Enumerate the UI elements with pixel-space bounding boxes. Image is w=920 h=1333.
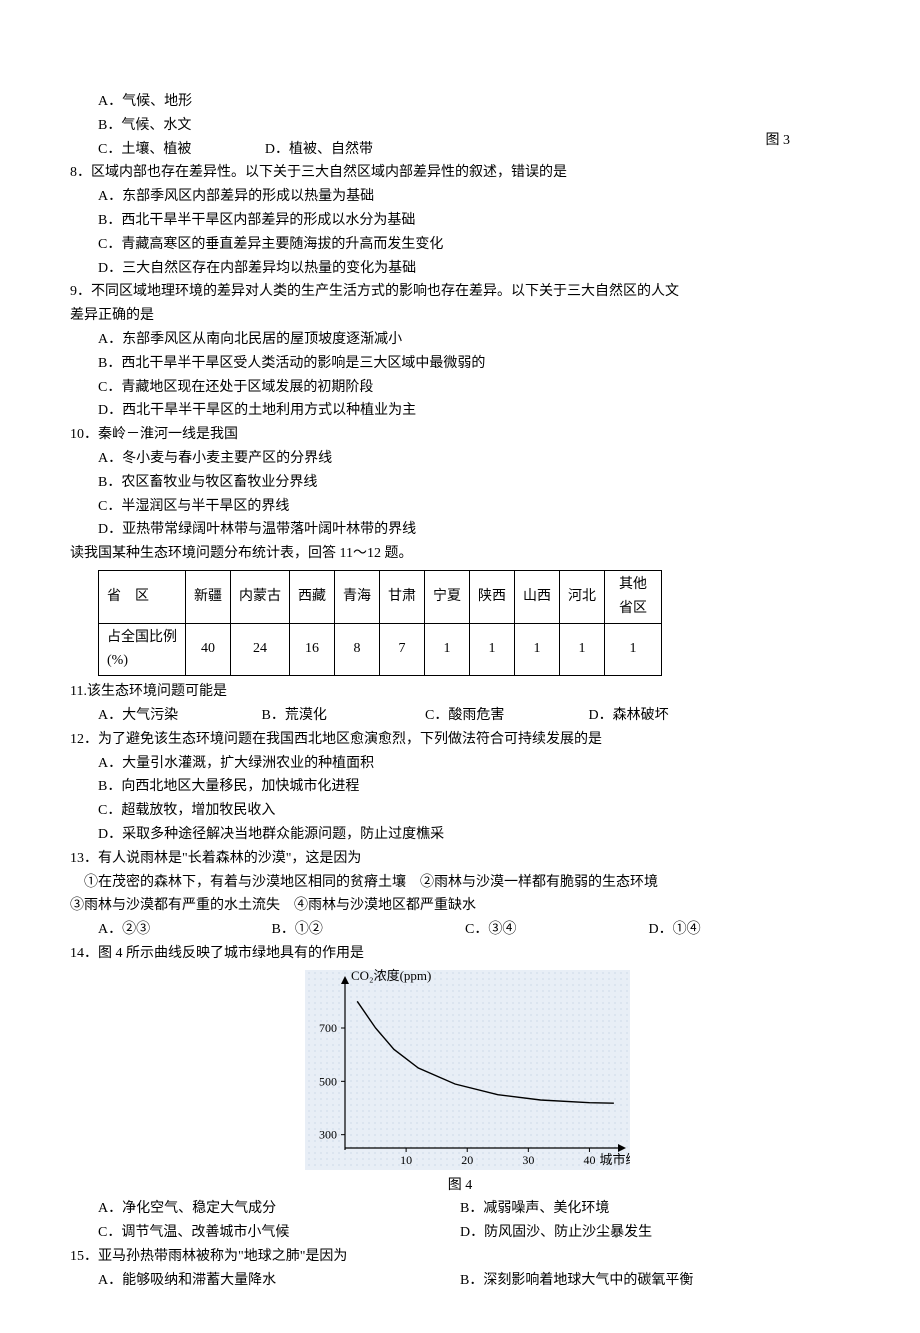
svg-text:10: 10 (400, 1153, 412, 1167)
th-province: 省 区 (99, 570, 186, 623)
q13-line1: ①在茂密的森林下，有着与沙漠地区相同的贫瘠土壤 ②雨林与沙漠一样都有脆弱的生态环… (70, 871, 850, 895)
q13-option-c: C．③④ (465, 918, 645, 942)
q11-stem: 11.该生态环境问题可能是 (70, 680, 850, 704)
q14-option-c: C．调节气温、改善城市小气候 (70, 1221, 460, 1245)
th-8: 山西 (515, 570, 560, 623)
q10-option-b: B．农区畜牧业与牧区畜牧业分界线 (70, 471, 850, 495)
q14-option-d: D．防风固沙、防止沙尘暴发生 (460, 1221, 850, 1245)
row-label: 占全国比例(%) (99, 623, 186, 676)
q9-option-c: C．青藏地区现在还处于区域发展的初期阶段 (70, 376, 850, 400)
q12-option-b: B．向西北地区大量移民，加快城市化进程 (70, 775, 850, 799)
q9-stem-1: 9．不同区域地理环境的差异对人类的生产生活方式的影响也存在差异。以下关于三大自然… (70, 280, 850, 304)
figure-4-chart: 300 500 700 10 20 30 40 CO₂浓度(ppm) 城市绿地覆盖率(%) (290, 966, 630, 1176)
q13-option-d: D．①④ (649, 918, 701, 942)
svg-text:300: 300 (319, 1127, 337, 1141)
q15-option-b: B．深刻影响着地球大气中的碳氧平衡 (460, 1269, 850, 1293)
q7-option-c: C．土壤、植被 (70, 138, 191, 162)
q15-option-a: A．能够吸纳和滞蓄大量降水 (70, 1269, 460, 1293)
svg-text:CO₂浓度(ppm): CO₂浓度(ppm) (351, 968, 431, 983)
q12-option-d: D．采取多种途径解决当地群众能源问题，防止过度樵采 (70, 823, 850, 847)
th-9: 河北 (560, 570, 605, 623)
th-2: 内蒙古 (231, 570, 290, 623)
q14-option-a: A．净化空气、稳定大气成分 (70, 1197, 460, 1221)
th-3: 西藏 (290, 570, 335, 623)
q11-option-c: C．酸雨危害 (425, 704, 585, 728)
q7-option-d: D．植被、自然带 (265, 138, 373, 162)
q14-stem: 14．图 4 所示曲线反映了城市绿地具有的作用是 (70, 942, 850, 966)
q11-option-d: D．森林破坏 (589, 704, 669, 728)
q9-option-d: D．西北干旱半干旱区的土地利用方式以种植业为主 (70, 399, 850, 423)
svg-text:城市绿地覆盖率(%): 城市绿地覆盖率(%) (599, 1152, 630, 1167)
th-6: 宁夏 (425, 570, 470, 623)
q10-stem: 10．秦岭－淮河一线是我国 (70, 423, 850, 447)
td-4: 8 (335, 623, 380, 676)
q14-option-b: B．减弱噪声、美化环境 (460, 1197, 850, 1221)
q7-option-b: B．气候、水文 (70, 114, 430, 138)
figure-4-caption: 图 4 (70, 1174, 850, 1198)
q11-options: A．大气污染 B．荒漠化 C．酸雨危害 D．森林破坏 (70, 704, 850, 728)
td-3: 16 (290, 623, 335, 676)
q8-stem: 8．区域内部也存在差异性。以下关于三大自然区域内部差异性的叙述，错误的是 (70, 161, 850, 185)
table-intro: 读我国某种生态环境问题分布统计表，回答 11～12 题。 (70, 542, 850, 566)
svg-text:40: 40 (583, 1153, 595, 1167)
td-9: 1 (560, 623, 605, 676)
th-4: 青海 (335, 570, 380, 623)
q13-stem: 13．有人说雨林是"长着森林的沙漠"，这是因为 (70, 847, 850, 871)
figure-3-label: 图 3 (766, 133, 791, 148)
q10-option-a: A．冬小麦与春小麦主要产区的分界线 (70, 447, 850, 471)
q11-option-b: B．荒漠化 (262, 704, 422, 728)
q9-option-b: B．西北干旱半干旱区受人类活动的影响是三大区域中最微弱的 (70, 352, 850, 376)
q9-stem-2: 差异正确的是 (70, 304, 850, 328)
td-7: 1 (470, 623, 515, 676)
q8-option-b: B．西北干旱半干旱区内部差异的形成以水分为基础 (70, 209, 850, 233)
td-8: 1 (515, 623, 560, 676)
svg-text:20: 20 (461, 1153, 473, 1167)
th-10: 其他省区 (605, 570, 662, 623)
q13-line2: ③雨林与沙漠都有严重的水土流失 ④雨林与沙漠地区都严重缺水 (70, 894, 850, 918)
td-2: 24 (231, 623, 290, 676)
svg-text:700: 700 (319, 1021, 337, 1035)
q13-option-b: B．①② (272, 918, 462, 942)
table-header-row: 省 区 新疆 内蒙古 西藏 青海 甘肃 宁夏 陕西 山西 河北 其他省区 (99, 570, 662, 623)
th-5: 甘肃 (380, 570, 425, 623)
q12-option-a: A．大量引水灌溉，扩大绿洲农业的种植面积 (70, 752, 850, 776)
q15-stem: 15．亚马孙热带雨林被称为"地球之肺"是因为 (70, 1245, 850, 1269)
td-10: 1 (605, 623, 662, 676)
q11-option-a: A．大气污染 (98, 704, 258, 728)
td-6: 1 (425, 623, 470, 676)
q7-option-a: A．气候、地形 (70, 90, 430, 114)
q12-stem: 12．为了避免该生态环境问题在我国西北地区愈演愈烈，下列做法符合可持续发展的是 (70, 728, 850, 752)
q12-option-c: C．超载放牧，增加牧民收入 (70, 799, 850, 823)
q13-option-a: A．②③ (98, 918, 268, 942)
q8-option-c: C．青藏高寒区的垂直差异主要随海拔的升高而发生变化 (70, 233, 850, 257)
eco-table: 省 区 新疆 内蒙古 西藏 青海 甘肃 宁夏 陕西 山西 河北 其他省区 占全国… (98, 570, 662, 676)
q10-option-c: C．半湿润区与半干旱区的界线 (70, 495, 850, 519)
svg-text:500: 500 (319, 1074, 337, 1088)
td-5: 7 (380, 623, 425, 676)
svg-text:30: 30 (522, 1153, 534, 1167)
q8-option-a: A．东部季风区内部差异的形成以热量为基础 (70, 185, 850, 209)
th-1: 新疆 (186, 570, 231, 623)
td-1: 40 (186, 623, 231, 676)
q8-option-d: D．三大自然区存在内部差异均以热量的变化为基础 (70, 257, 850, 281)
table-data-row: 占全国比例(%) 40 24 16 8 7 1 1 1 1 1 (99, 623, 662, 676)
q10-option-d: D．亚热带常绿阔叶林带与温带落叶阔叶林带的界线 (70, 518, 850, 542)
th-7: 陕西 (470, 570, 515, 623)
q13-options: A．②③ B．①② C．③④ D．①④ (70, 918, 850, 942)
q9-option-a: A．东部季风区从南向北民居的屋顶坡度逐渐减小 (70, 328, 850, 352)
